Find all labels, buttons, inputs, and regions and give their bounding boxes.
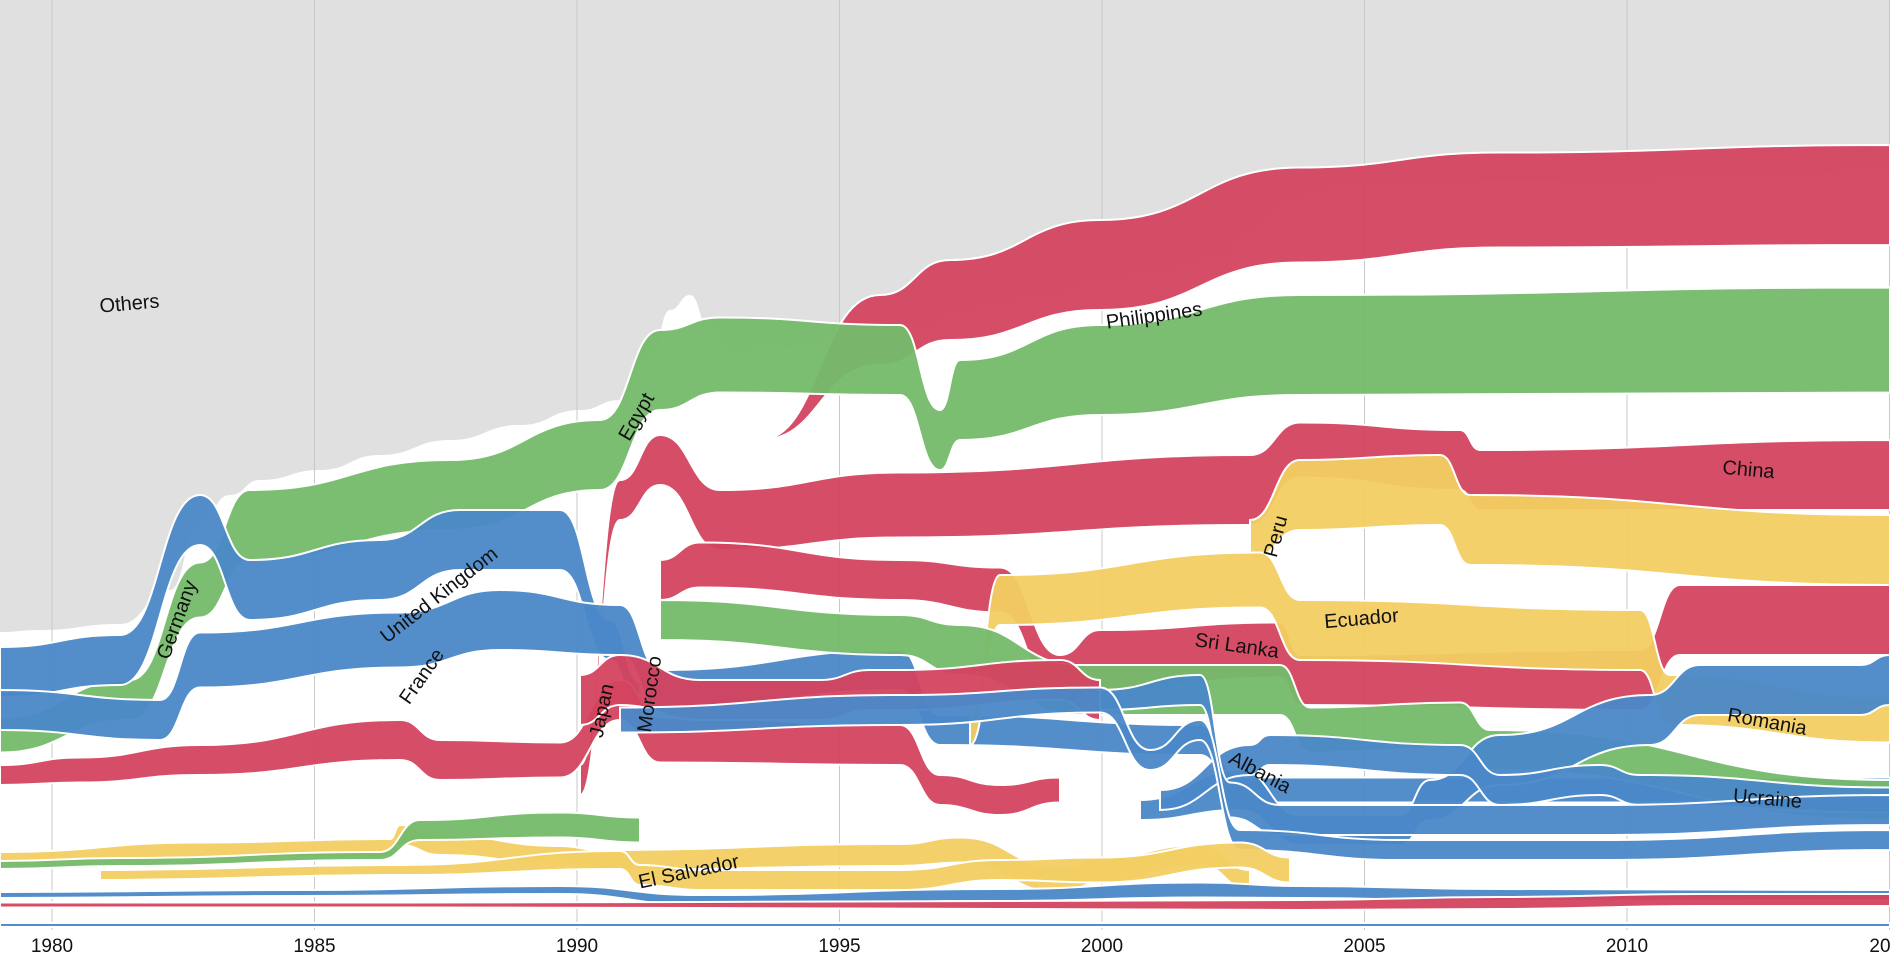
x-tick-label: 2005	[1343, 936, 1385, 957]
stream-band-blue	[0, 921, 1890, 929]
stream-label-others: Others	[99, 290, 161, 317]
stream-band-red	[0, 892, 1890, 912]
stream-label-china: China	[1722, 457, 1777, 484]
x-axis-ticks: 1980 1985 1990 1995 2000 2005 2010 20	[31, 936, 1890, 957]
x-tick-label: 1990	[556, 936, 598, 957]
stream-band-red	[759, 143, 1890, 441]
stream-band-blue	[1159, 733, 1890, 814]
stream-band-yellow	[99, 841, 1291, 892]
x-tick-label: 1985	[293, 936, 335, 957]
stream-layer	[0, 143, 1890, 929]
stream-band-yellow	[1249, 453, 1890, 587]
stream-band-green	[0, 811, 641, 871]
stream-band-red	[0, 678, 1061, 817]
x-tick-label: 1995	[818, 936, 860, 957]
stream-band-blue	[619, 686, 1890, 862]
x-tick-label: 2000	[1081, 936, 1123, 957]
stream-band-blue	[0, 588, 1890, 804]
x-tick-label: 20	[1869, 936, 1890, 957]
x-tick-label: 1980	[31, 936, 73, 957]
x-tick-label: 2010	[1606, 936, 1648, 957]
